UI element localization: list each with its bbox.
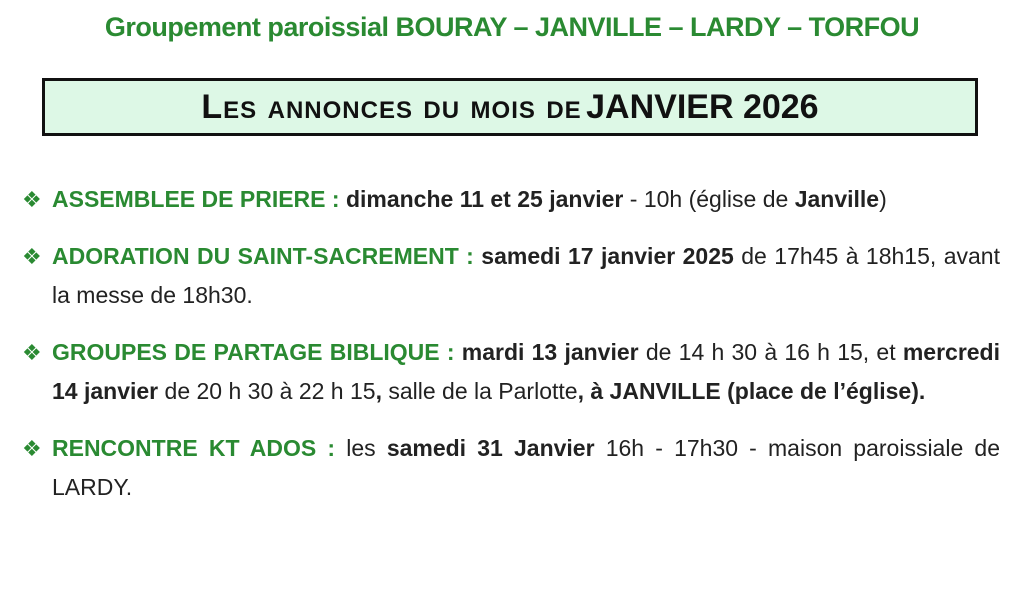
announcement: ADORATION DU SAINT-SACREMENT : samedi 17… [22,237,1000,315]
text-segment: , à JANVILLE (place de l’église). [577,378,926,404]
text-segment: ) [879,186,887,212]
text-segment: mardi 13 janvier [461,339,639,365]
text-segment: de 17h45 à 18h15, avant la messe de 18h3… [52,243,1000,308]
text-segment: Janville [794,186,880,212]
text-segment: de 14 h 30 à 16 h 15, et [638,339,903,365]
banner-month: JANVIER 2026 [586,88,819,126]
text-segment: ADORATION DU SAINT-SACREMENT : [52,243,482,269]
announcement: RENCONTRE KT ADOS : les samedi 31 Janvie… [22,429,1000,507]
text-segment: samedi 31 Janvier [386,435,595,461]
banner: Les annonces du mois de JANVIER 2026 [42,78,978,136]
announcement-list: ASSEMBLEE DE PRIERE : dimanche 11 et 25 … [22,180,1000,525]
text-segment: de 20 h 30 à 22 h 15 [158,378,376,404]
text-segment: mercredi 14 janvier [52,339,1000,404]
banner-lead: Les annonces du mois de [201,88,582,126]
text-segment: les [346,435,387,461]
text-segment: 16h - 17h30 - maison paroissiale de LARD… [52,435,1000,500]
text-segment: - 10h (église de [623,186,795,212]
text-segment: samedi 17 janvier 2025 [481,243,734,269]
announcement: ASSEMBLEE DE PRIERE : dimanche 11 et 25 … [22,180,1000,219]
text-segment: dimanche 11 et 25 janvier [345,186,624,212]
text-segment: GROUPES DE PARTAGE BIBLIQUE : [52,339,462,365]
text-segment: , [375,378,382,404]
text-segment: ASSEMBLEE DE PRIERE : [52,186,346,212]
text-segment: salle de la Parlotte [381,378,578,404]
text-segment: RENCONTRE KT ADOS : [52,435,347,461]
group-title: Groupement paroissial BOURAY – JANVILLE … [104,12,920,42]
announcement: GROUPES DE PARTAGE BIBLIQUE : mardi 13 j… [22,333,1000,411]
